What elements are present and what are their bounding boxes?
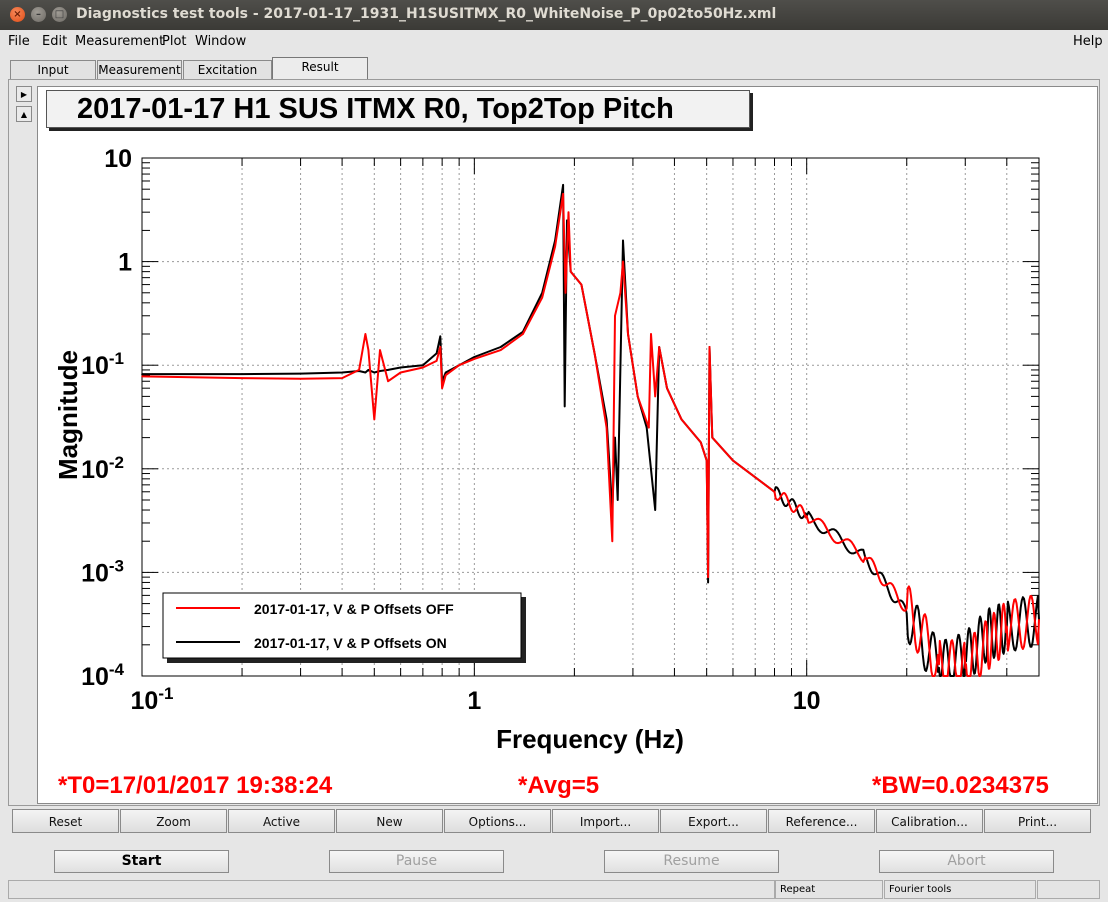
plot-button-row: Reset Zoom Active New Options... Import.… xyxy=(10,808,1094,834)
tab-excitation[interactable]: Excitation xyxy=(183,60,272,79)
pad-next-button[interactable]: ▶ xyxy=(16,86,32,102)
menu-window[interactable]: Window xyxy=(195,34,247,49)
pause-button[interactable]: Pause xyxy=(329,850,504,873)
window-close-button[interactable]: × xyxy=(10,7,25,22)
tab-bar: Input Measurement Excitation Result xyxy=(0,54,1108,80)
menu-help[interactable]: Help xyxy=(1073,34,1103,49)
footer-bw: *BW=0.0234375 xyxy=(872,772,1049,799)
footer-t0: *T0=17/01/2017 19:38:24 xyxy=(58,772,333,799)
result-panel xyxy=(8,79,1100,806)
tab-input[interactable]: Input xyxy=(10,60,96,79)
plot-title: 2017-01-17 H1 SUS ITMX R0, Top2Top Pitch xyxy=(46,90,750,128)
status-repeat: Repeat xyxy=(775,880,883,899)
status-field-extra xyxy=(1037,880,1100,899)
tab-measurement[interactable]: Measurement xyxy=(97,60,182,79)
pad-prev-button[interactable]: ▲ xyxy=(16,106,32,122)
menu-bar: File Edit Measurement Plot Window Help xyxy=(0,30,1108,52)
menu-plot[interactable]: Plot xyxy=(162,34,187,49)
resume-button[interactable]: Resume xyxy=(604,850,779,873)
active-button[interactable]: Active xyxy=(228,809,335,833)
menu-edit[interactable]: Edit xyxy=(42,34,68,49)
reference-button[interactable]: Reference... xyxy=(768,809,875,833)
status-field-main xyxy=(8,880,775,899)
window-title: Diagnostics test tools - 2017-01-17_1931… xyxy=(76,6,777,22)
import-button[interactable]: Import... xyxy=(552,809,659,833)
zoom-button[interactable]: Zoom xyxy=(120,809,227,833)
start-button[interactable]: Start xyxy=(54,850,229,873)
calibration-button[interactable]: Calibration... xyxy=(876,809,983,833)
new-button[interactable]: New xyxy=(336,809,443,833)
menu-file[interactable]: File xyxy=(8,34,30,49)
abort-button[interactable]: Abort xyxy=(879,850,1054,873)
tab-result[interactable]: Result xyxy=(272,57,368,80)
export-button[interactable]: Export... xyxy=(660,809,767,833)
print-button[interactable]: Print... xyxy=(984,809,1091,833)
options-button[interactable]: Options... xyxy=(444,809,551,833)
menu-measurement[interactable]: Measurement xyxy=(75,34,165,49)
footer-avg: *Avg=5 xyxy=(518,772,600,799)
window-minimize-button[interactable]: – xyxy=(31,7,46,22)
window-maximize-button[interactable]: □ xyxy=(52,7,67,22)
window-titlebar: × – □ Diagnostics test tools - 2017-01-1… xyxy=(0,0,1108,30)
reset-button[interactable]: Reset xyxy=(12,809,119,833)
status-fourier-tools: Fourier tools xyxy=(884,880,1036,899)
plot-canvas[interactable] xyxy=(37,86,1098,804)
